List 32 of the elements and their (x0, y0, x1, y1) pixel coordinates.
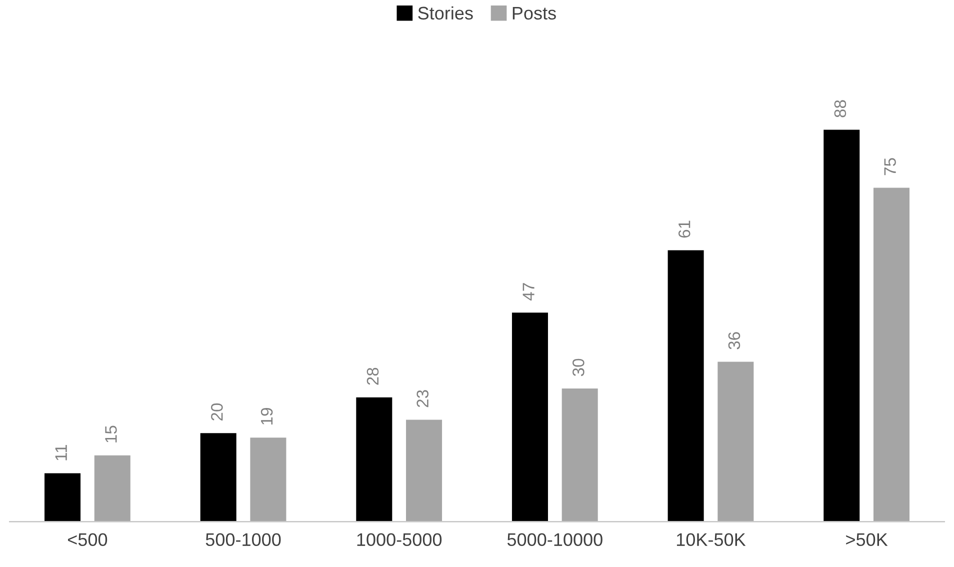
bar (510, 311, 550, 522)
data-label: 88 (834, 100, 846, 118)
bar (43, 472, 82, 522)
data-label: 30 (572, 358, 584, 376)
x-tick-label: <500 (68, 533, 108, 546)
x-tick-label: 10K-50K (676, 533, 746, 546)
data-label: 36 (728, 332, 740, 350)
bar (198, 432, 238, 522)
bar (92, 454, 132, 522)
bar (822, 128, 862, 522)
bar (716, 360, 756, 522)
bar (354, 396, 394, 522)
x-tick-label: >50K (846, 533, 888, 546)
bar (872, 186, 911, 522)
legend-label: Posts (512, 6, 556, 20)
data-label: 23 (416, 390, 428, 408)
data-label: 75 (884, 158, 896, 176)
x-tick-label: 1000-5000 (357, 533, 442, 546)
bar (560, 387, 600, 522)
data-label: 20 (211, 403, 223, 420)
x-tick-label: 500-1000 (206, 533, 281, 546)
data-label: 19 (260, 408, 273, 425)
bar (404, 418, 444, 522)
data-label: 15 (105, 426, 117, 442)
legend-label: Stories (418, 6, 473, 20)
bar (666, 248, 706, 522)
data-label: 11 (55, 444, 67, 460)
x-tick-label: 5000-10000 (507, 533, 602, 546)
data-label: 47 (522, 283, 534, 300)
bar (248, 436, 288, 522)
data-label: 61 (678, 220, 690, 238)
data-label: 28 (366, 368, 379, 385)
